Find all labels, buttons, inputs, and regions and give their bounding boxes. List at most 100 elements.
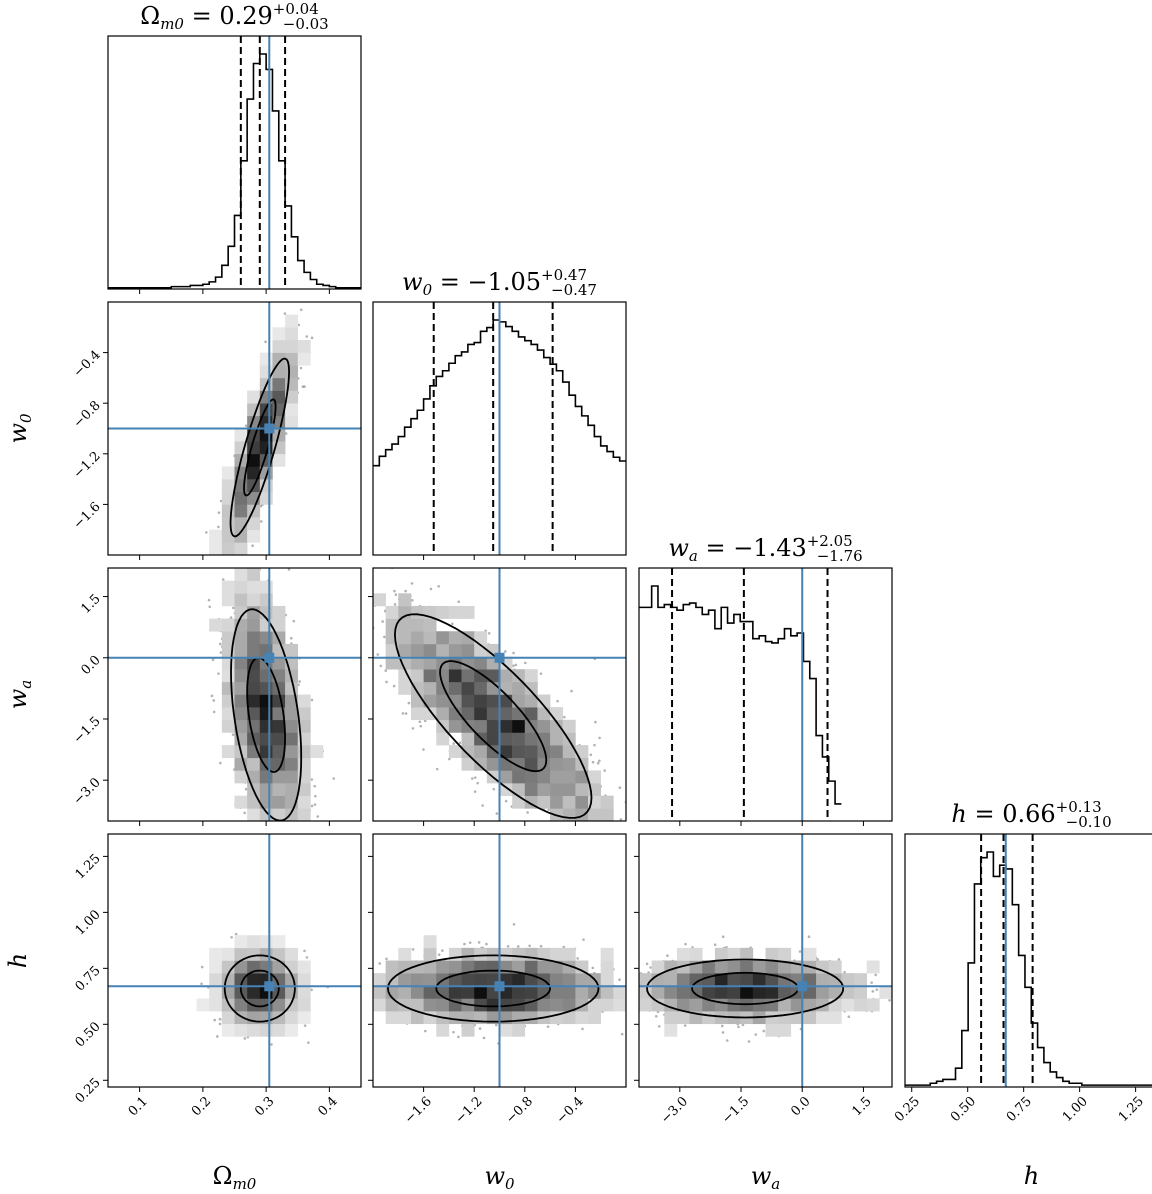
density-cell: [714, 960, 728, 974]
sample-point: [367, 614, 370, 617]
density-cell: [639, 973, 652, 987]
density-cell: [550, 973, 564, 987]
density-cell: [385, 643, 399, 657]
sample-point: [379, 664, 383, 668]
density-cell: [423, 694, 437, 708]
sample-point: [457, 600, 460, 604]
density-cell: [259, 935, 273, 949]
sample-point: [301, 385, 305, 388]
sample-point: [720, 1024, 724, 1028]
sample-point: [552, 827, 555, 830]
sample-point: [616, 982, 619, 985]
sample-point: [570, 861, 573, 864]
title-equals: =: [967, 800, 1002, 828]
sample-point: [217, 672, 220, 675]
density-cell: [512, 973, 526, 987]
density-cell: [410, 694, 424, 708]
truth-marker: [264, 423, 275, 434]
sample-point: [725, 1039, 729, 1042]
density-cell: [259, 783, 273, 796]
sample-point: [423, 719, 427, 723]
density-cell: [550, 745, 564, 759]
sample-point: [598, 759, 601, 763]
contour-2: [229, 357, 291, 538]
density-cell: [259, 745, 273, 759]
density-cell: [524, 783, 538, 796]
density-cell: [410, 631, 424, 645]
density-cell: [651, 960, 665, 974]
truth-marker: [264, 652, 275, 663]
sample-point: [441, 949, 444, 952]
sample-point: [593, 743, 596, 747]
sample-point: [302, 853, 305, 856]
density-cell: [689, 998, 703, 1012]
y-tick-label-wa: 1.5: [78, 592, 103, 617]
density-cell: [550, 707, 564, 721]
density-cell: [537, 719, 551, 733]
density-cell: [410, 656, 424, 670]
density-cell: [828, 985, 842, 999]
sample-point: [632, 954, 635, 957]
sample-point: [356, 993, 359, 996]
sample-point: [971, 1001, 974, 1004]
density-cell: [285, 808, 299, 821]
sample-point: [482, 1036, 486, 1040]
sample-point: [485, 942, 488, 946]
sample-point: [570, 872, 573, 875]
sample-point: [367, 505, 370, 508]
contour-1: [243, 398, 277, 497]
density-cell: [639, 998, 652, 1012]
density-cell: [234, 770, 248, 784]
density-cell: [600, 947, 614, 961]
density-cell: [486, 694, 500, 708]
density-cell: [297, 973, 311, 987]
sample-point: [641, 853, 644, 856]
density-cell: [436, 1023, 450, 1037]
sample-point: [539, 672, 543, 675]
sample-point: [316, 815, 320, 818]
sample-point: [628, 996, 631, 999]
density-cell: [461, 656, 475, 670]
density-cell: [209, 618, 223, 632]
sample-point: [257, 851, 260, 854]
density-cell: [765, 985, 779, 999]
density-cell: [714, 947, 728, 961]
density-cell: [297, 808, 311, 821]
panel-frame-wa: [638, 567, 893, 822]
sample-point: [344, 636, 347, 639]
density-cell: [499, 998, 513, 1012]
sample-point: [354, 990, 357, 993]
density-cell: [613, 998, 626, 1012]
sample-point: [310, 336, 314, 340]
y-tick-label-h: 0.50: [73, 1019, 104, 1050]
density-cell: [765, 960, 779, 974]
sample-point: [537, 828, 540, 831]
density-cell: [676, 960, 690, 974]
density-cell: [828, 960, 842, 974]
sample-point: [511, 664, 515, 668]
density-cell: [436, 669, 450, 683]
density-cell: [385, 631, 399, 645]
sample-point: [380, 546, 383, 549]
density-cell: [285, 732, 299, 746]
density-cell: [423, 631, 437, 645]
density-cell: [702, 1011, 716, 1025]
sample-point: [221, 578, 225, 581]
density-cell: [285, 390, 299, 404]
sample-point: [234, 932, 238, 936]
density-cell: [410, 618, 424, 632]
sample-point: [303, 385, 306, 388]
title-w0: w0 = −1.05+0.47 −0.47: [402, 266, 597, 299]
density-cell: [234, 542, 248, 555]
sample-point: [435, 767, 439, 771]
panel-Om-h: [107, 833, 362, 1088]
density-cell: [234, 631, 248, 645]
density-cell: [676, 985, 690, 999]
marginal-wa: [638, 567, 893, 822]
sample-point: [213, 1018, 216, 1022]
sample-point: [608, 826, 611, 829]
density-cell: [423, 947, 437, 961]
sample-point: [653, 893, 656, 896]
sample-point: [563, 715, 566, 719]
sample-point: [212, 710, 216, 714]
